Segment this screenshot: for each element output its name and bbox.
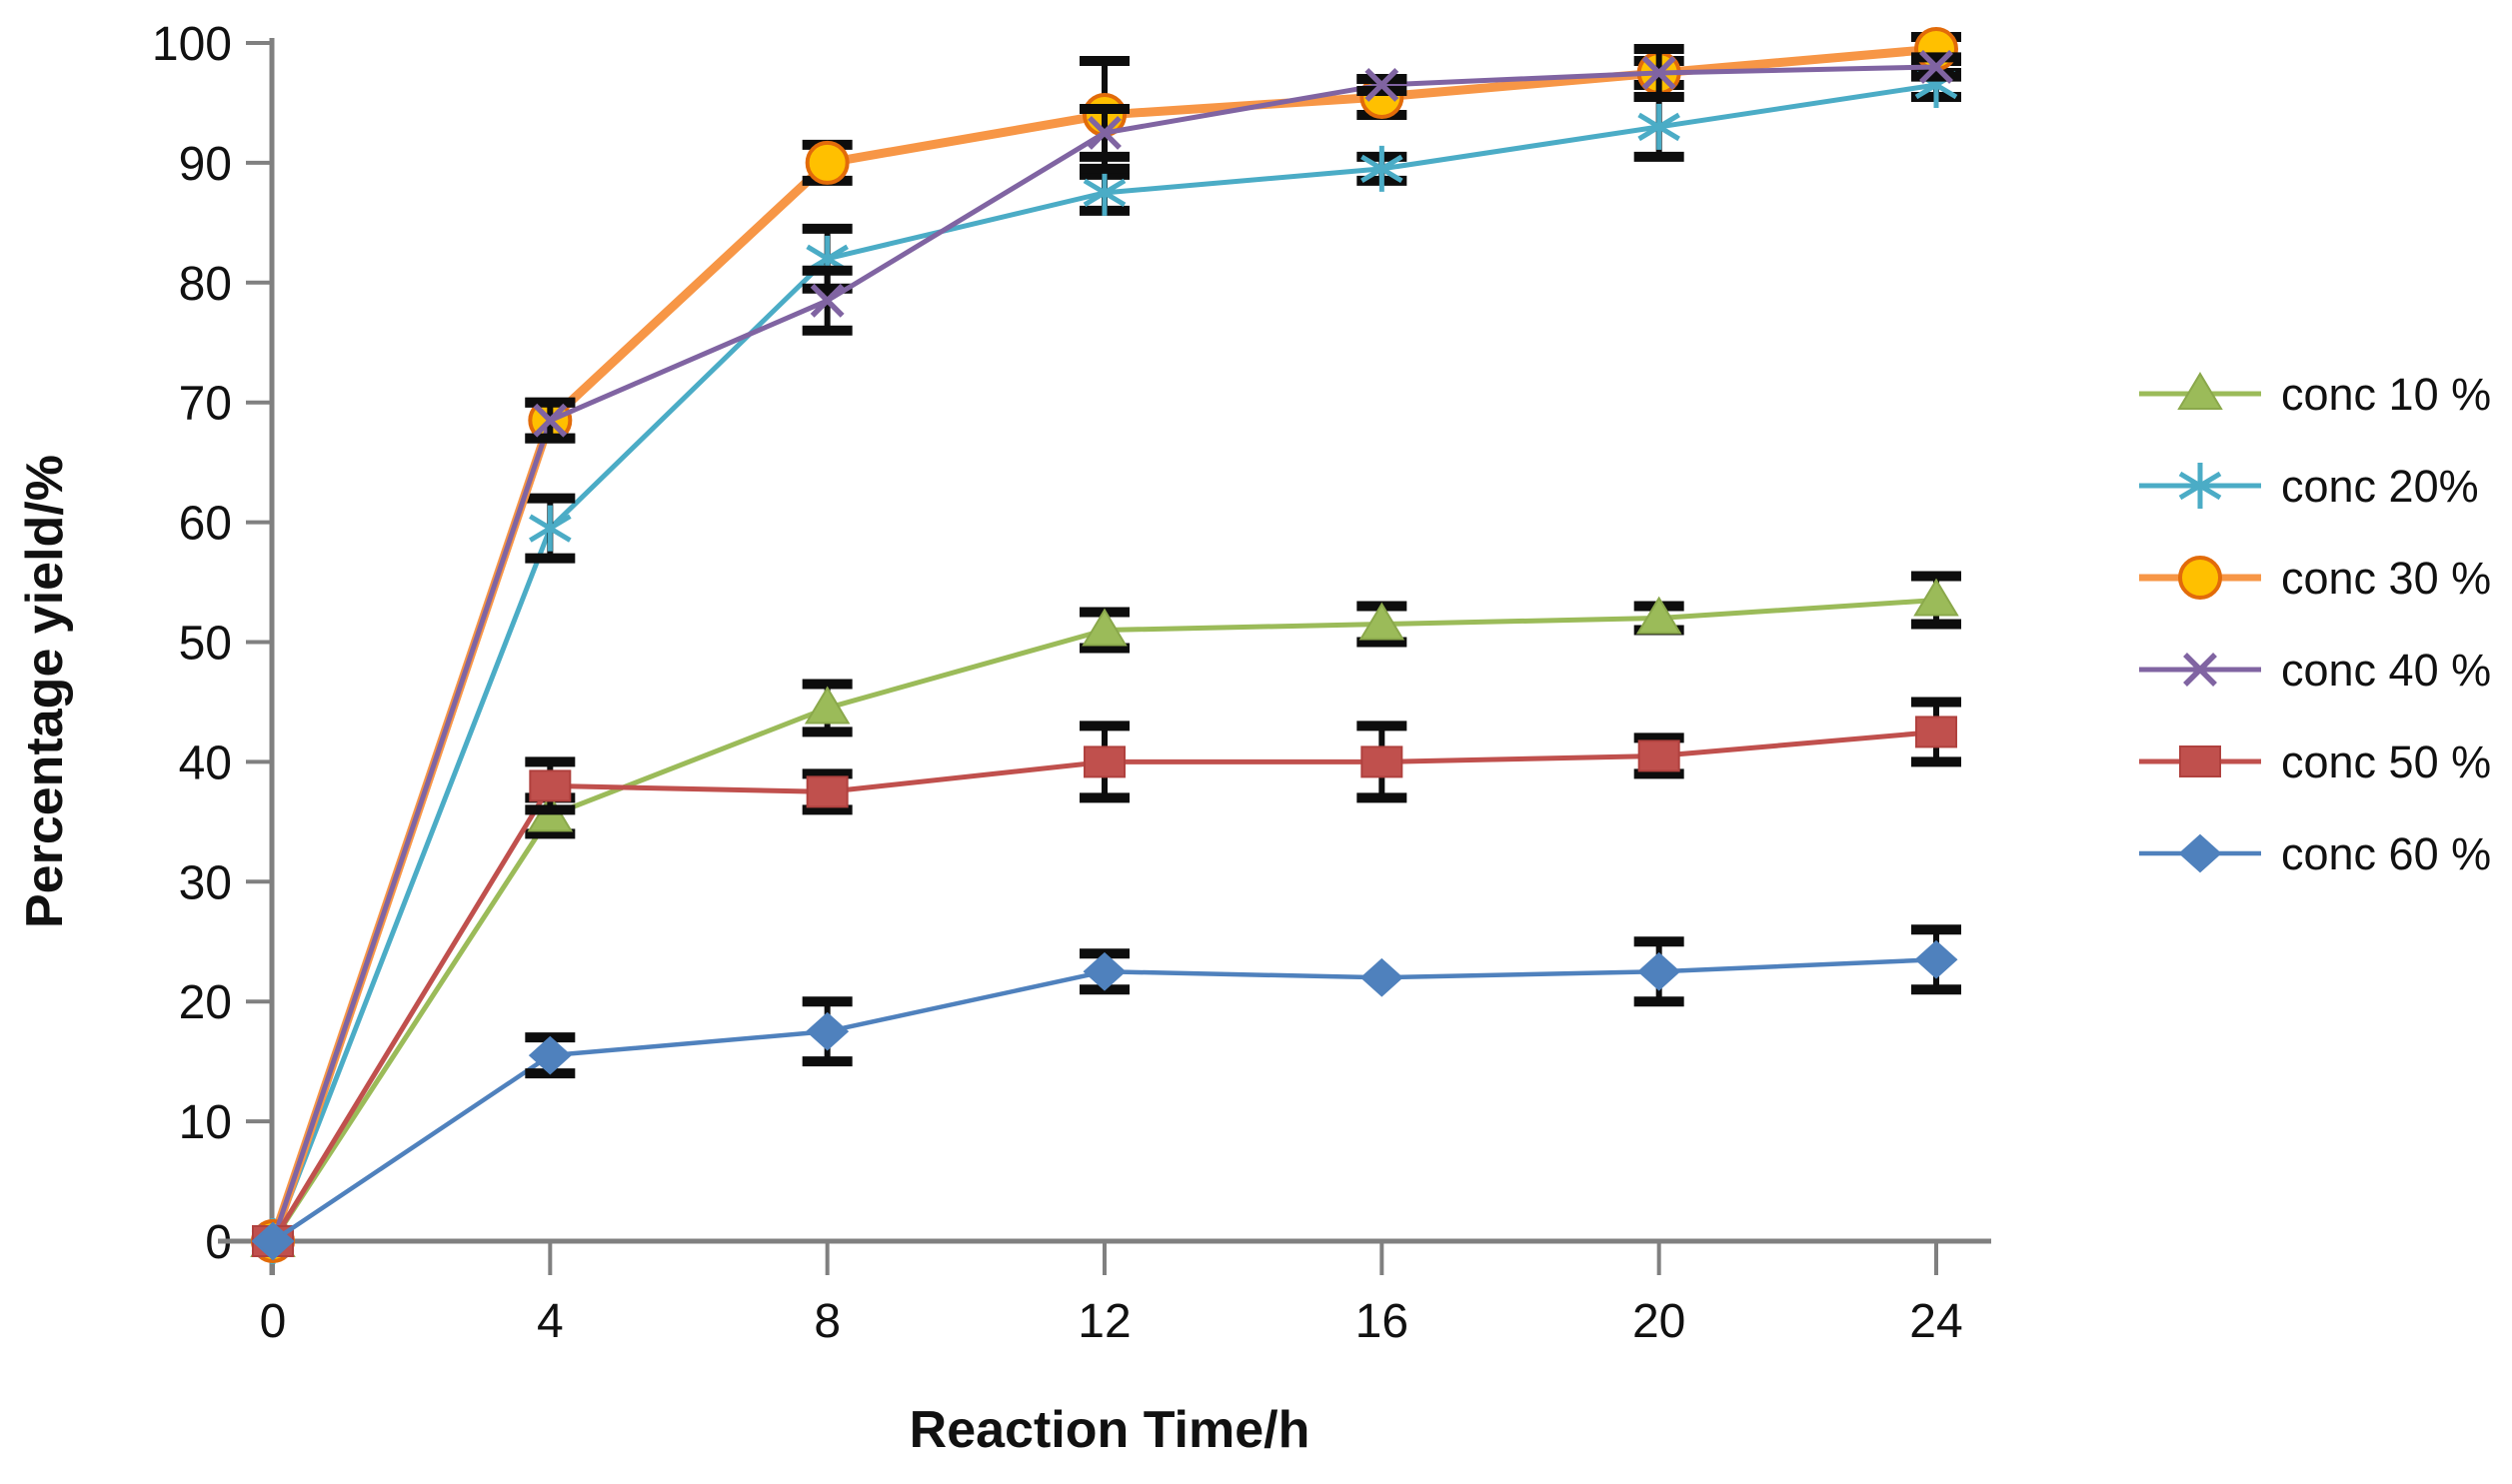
legend-group: conc 10 % conc 20% conc 30 % conc 40 % conc … xyxy=(2139,369,2491,879)
point-conc-60-x4-diamond-marker xyxy=(528,1035,572,1075)
y-tick-label: 80 xyxy=(179,258,232,311)
point-conc-10-x12-triangle-marker xyxy=(1082,608,1128,647)
legend-item-conc-10: conc 10 % xyxy=(2139,369,2491,420)
legend-circle-marker xyxy=(2178,556,2222,600)
legend-item-conc-40: conc 40 % xyxy=(2139,645,2491,696)
legend-triangle-marker xyxy=(2177,372,2223,410)
point-conc-30-x8-circle-marker xyxy=(805,140,850,185)
y-tick-label: 10 xyxy=(179,1096,232,1149)
legend-label-conc-60: conc 60 % xyxy=(2281,828,2491,879)
point-conc-60-x12-diamond-marker xyxy=(1083,951,1127,991)
legend-square-marker xyxy=(2179,745,2221,777)
point-conc-40-x8-xcross-marker xyxy=(810,283,845,318)
point-conc-50-x16-square-marker xyxy=(1360,745,1403,778)
y-tick-label: 100 xyxy=(152,18,232,71)
point-conc-40-x12-xcross-marker xyxy=(1088,115,1122,150)
point-conc-50-x24-square-marker xyxy=(1915,716,1957,748)
y-tick-label: 60 xyxy=(179,498,232,551)
legend-diamond-marker xyxy=(2178,833,2222,873)
y-tick-label: 20 xyxy=(179,976,232,1029)
series-group xyxy=(250,26,1961,1264)
y-axis-title: Percentage yield/% xyxy=(16,455,74,928)
legend-item-conc-20: conc 20% xyxy=(2139,461,2479,512)
y-tick-label: 90 xyxy=(179,138,232,191)
legend-label-conc-50: conc 50 % xyxy=(2281,737,2491,787)
legend-label-conc-30: conc 30 % xyxy=(2281,553,2491,604)
point-conc-10-x24-triangle-marker xyxy=(1913,578,1959,617)
x-tick-label: 4 xyxy=(537,1295,564,1348)
x-tick-label: 8 xyxy=(814,1295,841,1348)
point-conc-50-x20-square-marker xyxy=(1637,740,1680,772)
legend-item-conc-60: conc 60 % xyxy=(2139,828,2491,879)
x-tick-label: 20 xyxy=(1632,1295,1685,1348)
point-conc-50-x4-square-marker xyxy=(529,769,572,802)
axes-group: 010203040506070809010004812162024 xyxy=(152,18,1991,1348)
legend-label-conc-10: conc 10 % xyxy=(2281,369,2491,420)
point-conc-50-x8-square-marker xyxy=(806,775,849,808)
legend-xcross-marker xyxy=(2183,653,2217,687)
point-conc-40-x24-xcross-marker xyxy=(1919,50,1953,84)
series-conc-50 xyxy=(252,697,1961,1257)
point-conc-20-x16-asterisk-marker xyxy=(1360,145,1403,192)
x-tick-label: 16 xyxy=(1355,1295,1408,1348)
point-conc-60-x16-diamond-marker xyxy=(1359,957,1403,997)
point-conc-10-x20-triangle-marker xyxy=(1635,596,1682,635)
point-conc-10-x8-triangle-marker xyxy=(804,686,851,725)
series-line-conc-60 xyxy=(270,956,1939,1244)
point-conc-60-x0-diamond-marker xyxy=(251,1221,295,1261)
point-conc-40-x4-xcross-marker xyxy=(533,403,568,438)
series-conc-10 xyxy=(250,571,1961,1257)
series-conc-40 xyxy=(256,43,1961,1258)
point-conc-20-x4-asterisk-marker xyxy=(529,505,572,552)
legend-label-conc-20: conc 20% xyxy=(2281,461,2479,512)
y-tick-label: 40 xyxy=(179,737,232,789)
point-conc-60-x24-diamond-marker xyxy=(1914,939,1958,979)
point-conc-40-x16-xcross-marker xyxy=(1364,68,1399,102)
legend-item-conc-30: conc 30 % xyxy=(2139,553,2491,604)
y-tick-label: 30 xyxy=(179,856,232,909)
y-tick-label: 50 xyxy=(179,618,232,671)
series-line-conc-10 xyxy=(270,598,1939,1244)
series-conc-60 xyxy=(251,924,1961,1261)
point-conc-20-x20-asterisk-marker xyxy=(1637,103,1680,150)
x-tick-label: 12 xyxy=(1078,1295,1131,1348)
series-line-conc-40 xyxy=(270,64,1939,1244)
legend-asterisk-marker xyxy=(2178,463,2222,509)
point-conc-50-x12-square-marker xyxy=(1084,745,1126,778)
point-conc-60-x20-diamond-marker xyxy=(1637,951,1681,991)
point-conc-40-x20-xcross-marker xyxy=(1641,56,1676,90)
x-axis-title: Reaction Time/h xyxy=(910,1401,1310,1459)
series-line-conc-20 xyxy=(270,82,1939,1244)
point-conc-20-x12-asterisk-marker xyxy=(1083,169,1127,216)
legend-label-conc-40: conc 40 % xyxy=(2281,645,2491,696)
point-conc-10-x16-triangle-marker xyxy=(1358,602,1405,641)
y-tick-label: 70 xyxy=(179,378,232,431)
x-tick-label: 24 xyxy=(1909,1295,1962,1348)
point-conc-60-x8-diamond-marker xyxy=(806,1011,850,1051)
x-tick-label: 0 xyxy=(260,1295,287,1348)
legend-item-conc-50: conc 50 % xyxy=(2139,737,2491,787)
